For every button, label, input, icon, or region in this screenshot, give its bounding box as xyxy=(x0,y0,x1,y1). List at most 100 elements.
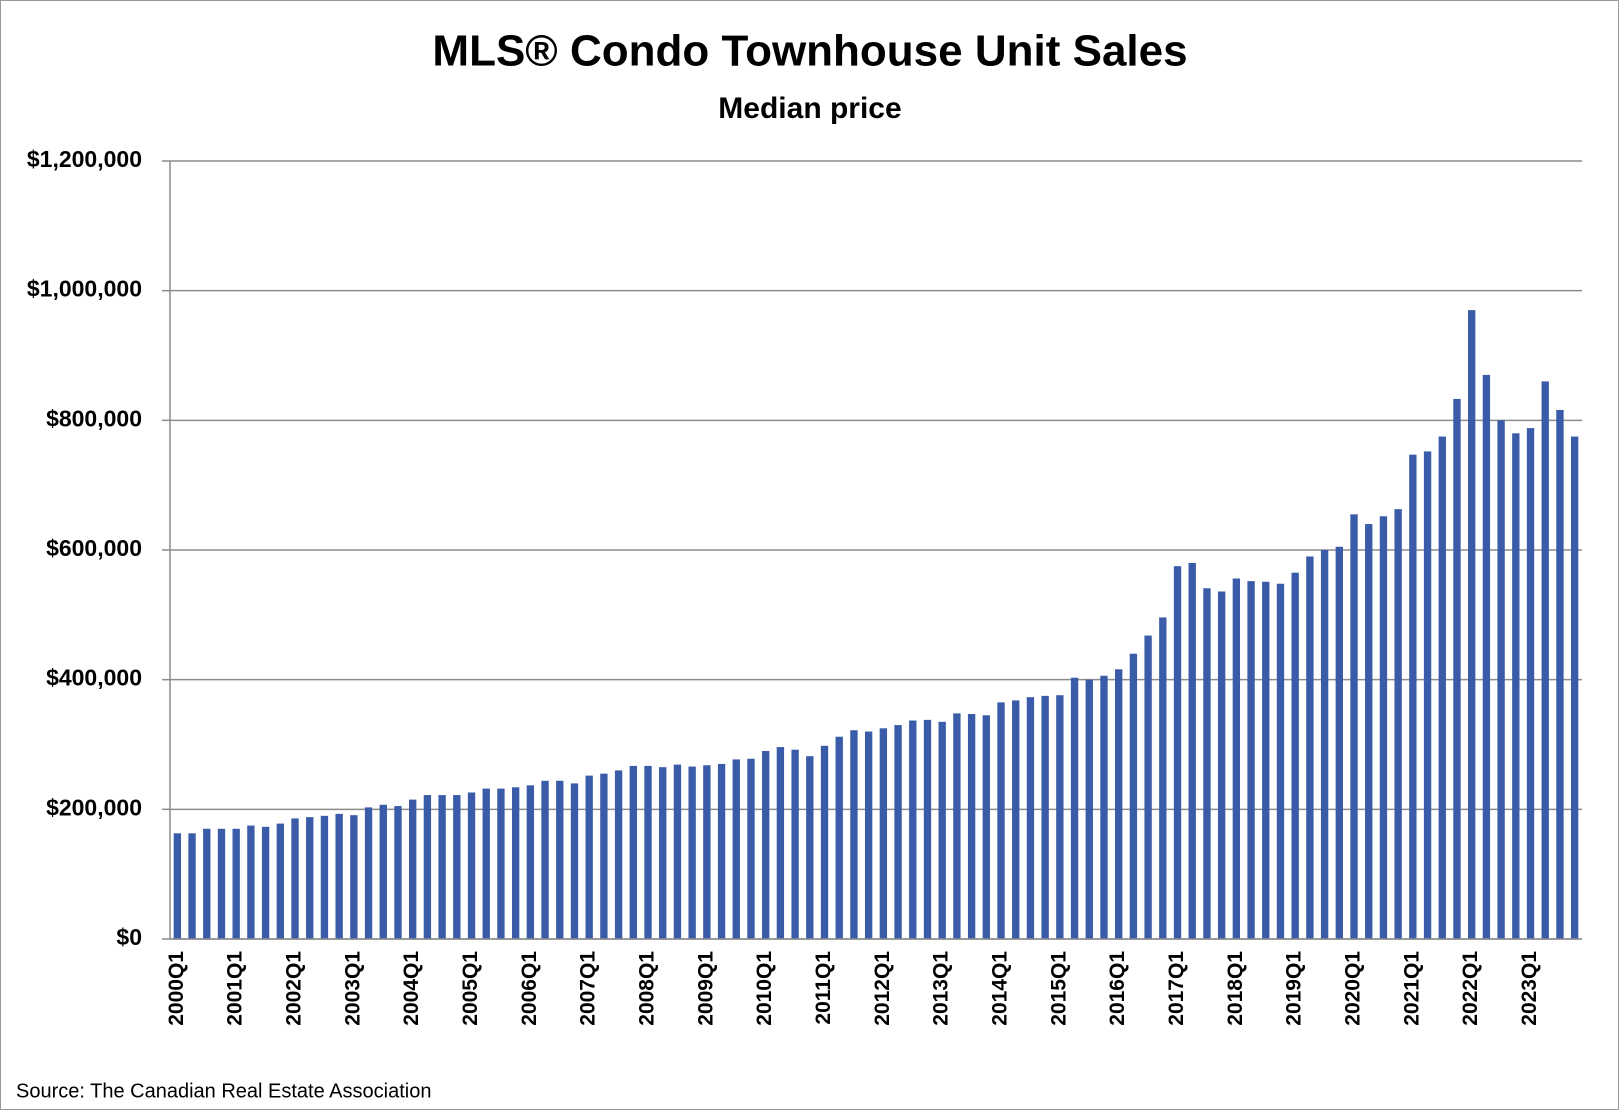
bar xyxy=(791,749,799,939)
x-tick-label: 2001Q1 xyxy=(224,951,247,1026)
y-tick-label: $0 xyxy=(116,924,142,950)
bar xyxy=(659,767,667,939)
bar xyxy=(1188,562,1196,939)
bar xyxy=(820,745,829,939)
bar xyxy=(1541,381,1549,939)
bar xyxy=(776,747,785,939)
bar xyxy=(1056,695,1064,939)
bar xyxy=(350,815,358,939)
bar xyxy=(732,759,740,939)
bar xyxy=(1468,310,1476,939)
bar xyxy=(335,813,343,939)
x-tick-label: 2009Q1 xyxy=(694,951,717,1026)
y-tick-label: $1,000,000 xyxy=(27,276,142,302)
bar xyxy=(1512,433,1520,939)
chart-subtitle: Median price xyxy=(718,92,901,125)
x-tick-label: 2021Q1 xyxy=(1400,951,1423,1026)
bar xyxy=(717,763,726,939)
bar xyxy=(673,764,682,939)
bar xyxy=(467,792,476,939)
bar xyxy=(276,823,284,939)
bar xyxy=(703,765,711,939)
bar xyxy=(923,719,932,939)
bar xyxy=(541,780,549,939)
bar xyxy=(409,799,417,939)
bar xyxy=(1438,436,1446,939)
bar xyxy=(879,728,888,939)
bar xyxy=(1232,578,1241,939)
bar xyxy=(1306,556,1314,939)
y-tick-label: $600,000 xyxy=(46,535,142,561)
bar xyxy=(614,770,623,939)
x-tick-label: 2020Q1 xyxy=(1342,951,1365,1026)
bar xyxy=(982,715,990,939)
bar xyxy=(1365,524,1373,939)
bar xyxy=(1482,374,1491,939)
chart-title: MLS® Condo Townhouse Unit Sales xyxy=(432,27,1187,76)
bar xyxy=(1173,566,1182,939)
source-note: Source: The Canadian Real Estate Associa… xyxy=(16,1080,431,1102)
bar xyxy=(1217,591,1226,939)
bar xyxy=(556,780,564,939)
bar xyxy=(806,756,814,939)
bar xyxy=(747,758,755,939)
bar xyxy=(1041,695,1049,939)
bar xyxy=(938,721,946,939)
bar xyxy=(1409,454,1417,939)
bar xyxy=(909,720,917,939)
x-tick-label: 2004Q1 xyxy=(400,951,423,1026)
bar xyxy=(1350,514,1358,939)
x-tick-label: 2019Q1 xyxy=(1283,951,1306,1026)
bar xyxy=(967,714,976,939)
bar xyxy=(1276,583,1285,939)
bar xyxy=(497,788,505,939)
bar xyxy=(600,773,608,939)
x-tick-label: 2017Q1 xyxy=(1165,951,1188,1026)
bar xyxy=(1526,428,1535,939)
bar xyxy=(762,750,770,939)
bar xyxy=(1129,653,1138,939)
bar xyxy=(453,795,461,939)
bar xyxy=(247,825,255,939)
bar xyxy=(585,775,593,939)
x-tick-label: 2005Q1 xyxy=(459,951,482,1026)
bar xyxy=(894,725,902,939)
x-tick-label: 2003Q1 xyxy=(341,951,364,1026)
bar xyxy=(1085,679,1093,939)
bar xyxy=(1070,677,1079,939)
y-tick-label: $800,000 xyxy=(46,405,142,431)
bar xyxy=(850,730,858,939)
bar xyxy=(482,788,490,939)
bar xyxy=(438,795,446,939)
bar xyxy=(526,785,535,939)
bar xyxy=(1394,509,1402,939)
x-tick-label: 2013Q1 xyxy=(930,951,953,1026)
y-tick-label: $200,000 xyxy=(46,794,142,820)
bar xyxy=(379,804,387,939)
x-tick-label: 2006Q1 xyxy=(518,951,541,1026)
bar xyxy=(1497,420,1505,939)
x-tick-label: 2002Q1 xyxy=(283,951,306,1026)
x-tick-label: 2012Q1 xyxy=(871,951,894,1026)
x-tick-label: 2014Q1 xyxy=(989,951,1012,1026)
bar xyxy=(997,702,1005,939)
x-tick-label: 2016Q1 xyxy=(1106,951,1129,1026)
bar xyxy=(1423,451,1432,939)
bar xyxy=(953,713,961,939)
bar xyxy=(1203,588,1211,939)
bar xyxy=(1012,700,1020,939)
bar xyxy=(511,787,520,939)
bar xyxy=(1379,516,1388,939)
bar xyxy=(394,806,402,939)
bar xyxy=(173,833,182,939)
bar xyxy=(629,765,637,939)
bar xyxy=(217,828,226,939)
x-tick-label: 2018Q1 xyxy=(1224,951,1247,1026)
bar xyxy=(1320,550,1329,939)
bar xyxy=(320,815,329,939)
bar xyxy=(1556,409,1564,940)
bar xyxy=(306,817,314,939)
bar xyxy=(203,828,211,939)
y-tick-label: $1,200,000 xyxy=(27,146,142,172)
